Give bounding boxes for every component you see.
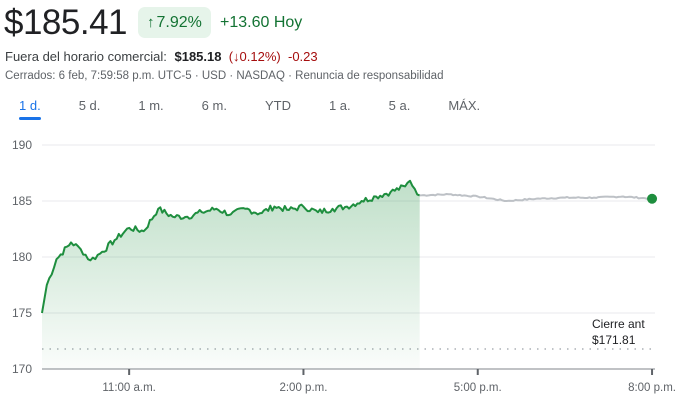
after-hours-price: $185.18: [174, 49, 222, 64]
y-axis: 170 175 180 185 190: [12, 138, 32, 376]
after-hours-line: [419, 193, 653, 202]
tab-range-3[interactable]: 6 m.: [201, 98, 227, 113]
current-price: $185.41: [4, 3, 128, 42]
tab-range-7[interactable]: MÁX.: [448, 98, 481, 113]
y-tick-label: 175: [12, 306, 32, 320]
tab-range-0[interactable]: 1 d.: [10, 96, 50, 120]
x-tick-label: 2:00 p.m.: [279, 382, 327, 394]
tab-range-1[interactable]: 5 d.: [78, 98, 101, 113]
prev-close-value: $171.81: [592, 333, 636, 347]
tab-range-2[interactable]: 1 m.: [138, 98, 164, 113]
tab-range-4[interactable]: YTD: [264, 98, 291, 113]
y-tick-label: 180: [12, 250, 32, 264]
price-chart[interactable]: 170 175 180 185 190 11:00 a.m. 2:00 p.m. 5:00 …: [0, 130, 697, 407]
y-tick-label: 170: [12, 362, 32, 376]
tab-range-5[interactable]: 1 a.: [328, 98, 351, 113]
current-price-dot: [647, 193, 658, 204]
x-tick-label: 5:00 p.m.: [454, 382, 502, 394]
prev-close-title: Cierre ant: [592, 317, 645, 331]
change-percent: 7.92%: [156, 14, 202, 31]
y-tick-label: 190: [12, 138, 32, 152]
market-meta: Cerrados: 6 feb, 7:59:58 p.m. UTC-5 · US…: [5, 70, 444, 82]
x-axis: 11:00 a.m. 2:00 p.m. 5:00 p.m. 8:00 p.m.: [102, 369, 676, 394]
previous-close-label: Cierre ant $171.81: [592, 316, 645, 348]
arrow-up-icon: ↑: [147, 14, 155, 31]
change-today: +13.60 Hoy: [220, 14, 303, 31]
x-tick-label: 11:00 a.m.: [102, 382, 156, 394]
x-tick-label: 8:00 p.m.: [628, 382, 676, 394]
after-hours-percent: (↓0.12%): [228, 49, 281, 64]
after-hours-row: Fuera del horario comercial: $185.18 (↓0…: [5, 48, 318, 66]
after-hours-label: Fuera del horario comercial:: [5, 49, 167, 64]
y-tick-label: 185: [12, 194, 32, 208]
range-tabs: 1 d. 5 d. 1 m. 6 m. YTD 1 a. 5 a. MÁX.: [10, 96, 509, 120]
regular-session-area: [42, 180, 420, 369]
tab-range-6[interactable]: 5 a.: [388, 98, 411, 113]
change-percent-badge: ↑ 7.92%: [138, 7, 211, 38]
after-hours-change: -0.23: [287, 49, 318, 64]
regular-session-line: [41, 179, 421, 314]
